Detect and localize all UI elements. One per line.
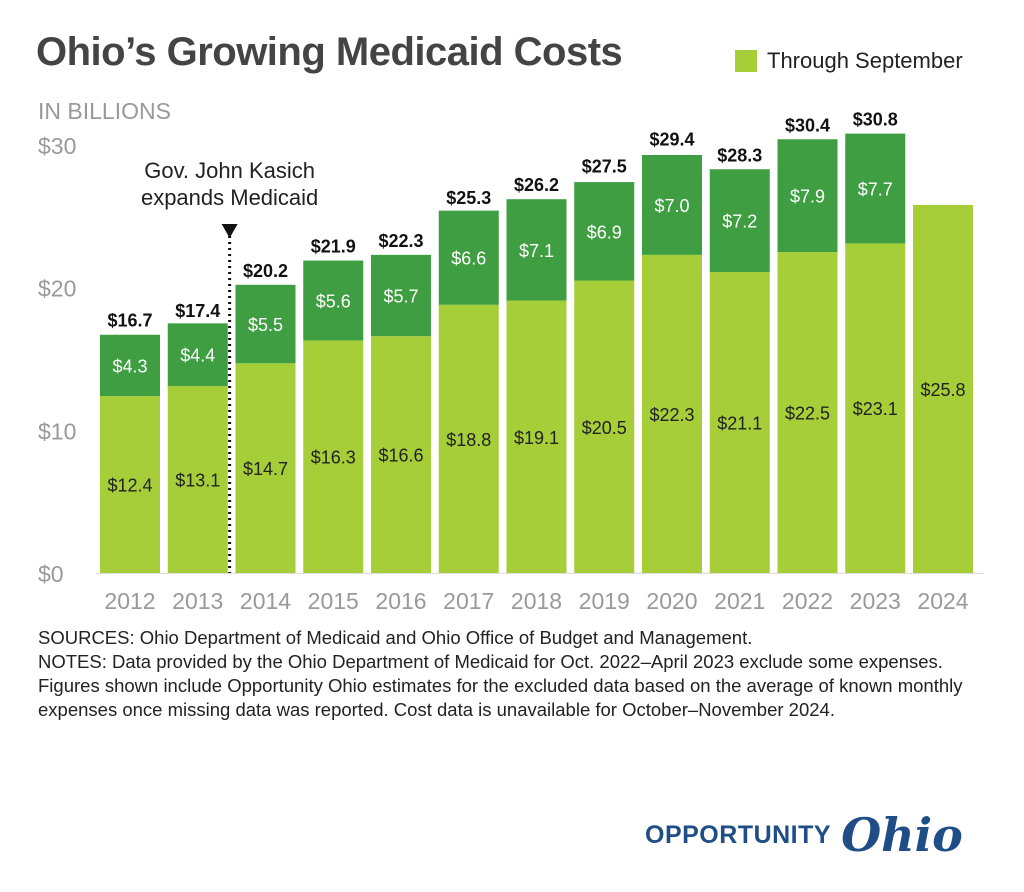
bar-label: $22.5: [785, 404, 830, 424]
bar-label: $7.2: [722, 212, 757, 232]
chart-title: Ohio’s Growing Medicaid Costs: [36, 30, 623, 74]
notes: SOURCES: Ohio Department of Medicaid and…: [38, 626, 998, 722]
bar-label: $19.1: [514, 428, 559, 448]
bar-through-september: [235, 363, 296, 573]
total-label: $30.4: [785, 115, 830, 135]
bar-label: $20.5: [582, 418, 627, 438]
logo-text-1: OPPORTUNITY: [645, 820, 832, 849]
bar-label: $4.4: [180, 346, 215, 366]
total-label: $17.4: [175, 301, 220, 321]
x-tick-label: 2020: [646, 588, 697, 614]
bar-label: $16.3: [311, 448, 356, 468]
bar-label: $13.1: [175, 471, 220, 491]
y-tick-label: $20: [38, 276, 76, 302]
bar-label: $7.1: [519, 241, 554, 261]
bar-label: $7.7: [858, 180, 893, 200]
bar-label: $16.6: [378, 446, 423, 466]
notes-text: NOTES: Data provided by the Ohio Departm…: [38, 651, 963, 720]
total-label: $30.8: [853, 110, 898, 130]
legend-label: Through September: [767, 48, 963, 73]
total-label: $21.9: [311, 237, 356, 257]
bar-label: $4.3: [112, 356, 147, 376]
legend: Through September: [735, 48, 963, 74]
bar-label: $23.1: [853, 399, 898, 419]
bar-remainder: [845, 133, 906, 244]
bar-through-september: [167, 386, 228, 573]
bar-label: $22.3: [649, 405, 694, 425]
x-tick-label: 2015: [308, 588, 359, 614]
x-tick-label: 2017: [443, 588, 494, 614]
x-tick-label: 2013: [172, 588, 223, 614]
annotation-text: expands Medicaid: [141, 185, 318, 210]
x-tick-label: 2024: [917, 588, 968, 614]
bar-label: $18.8: [446, 430, 491, 450]
bar-label: $6.6: [451, 249, 486, 269]
bar-remainder: [506, 199, 567, 301]
bar-label: $6.9: [587, 222, 622, 242]
bar-through-september: [506, 300, 567, 573]
total-label: $26.2: [514, 175, 559, 195]
bar-label: $5.5: [248, 315, 283, 335]
bar-label: $21.1: [717, 413, 762, 433]
x-tick-label: 2014: [240, 588, 291, 614]
bar-remainder: [777, 139, 838, 252]
x-tick-label: 2018: [511, 588, 562, 614]
bar-through-september: [438, 304, 499, 573]
total-label: $16.7: [107, 311, 152, 331]
bar-remainder: [371, 254, 431, 337]
bar-through-september: [709, 271, 770, 573]
y-tick-label: $30: [38, 133, 76, 159]
bar-remainder: [642, 154, 702, 255]
bar-label: $5.7: [383, 287, 418, 307]
total-label: $20.2: [243, 261, 288, 281]
bar-remainder: [100, 334, 160, 397]
bar-remainder: [709, 169, 770, 272]
bar-label: $7.9: [790, 187, 825, 207]
logo: OPPORTUNITY Ohio: [645, 808, 963, 862]
bar-remainder: [574, 182, 635, 281]
bar-label: $25.8: [920, 380, 965, 400]
bar-label: $5.6: [316, 292, 351, 312]
bar-label: $14.7: [243, 459, 288, 479]
x-tick-label: 2023: [850, 588, 901, 614]
bar-label: $12.4: [107, 476, 152, 496]
bar-label: $7.0: [654, 196, 689, 216]
y-tick-label: $10: [38, 418, 76, 444]
bar-remainder: [303, 260, 364, 341]
logo-text-2: Ohio: [841, 808, 963, 862]
bar-through-september: [574, 280, 635, 573]
y-tick-label: $0: [38, 561, 64, 587]
bar-through-september: [303, 340, 364, 573]
bar-through-september: [371, 336, 431, 573]
x-tick-label: 2016: [375, 588, 426, 614]
annotation-arrow-icon: [221, 224, 238, 238]
legend-swatch: [735, 50, 757, 72]
total-label: $27.5: [582, 157, 627, 177]
x-tick-label: 2012: [104, 588, 155, 614]
total-label: $29.4: [649, 130, 694, 150]
bar-through-september: [100, 396, 160, 573]
bar-remainder: [438, 210, 499, 305]
x-tick-label: 2022: [782, 588, 833, 614]
bar-through-september: [913, 204, 973, 574]
bar-through-september: [777, 252, 838, 573]
annotation-text: Gov. John Kasich: [144, 158, 315, 183]
sources-text: SOURCES: Ohio Department of Medicaid and…: [38, 627, 753, 648]
x-tick-label: 2019: [579, 588, 630, 614]
bar-through-september: [642, 254, 702, 573]
unit-label: IN BILLIONS: [38, 98, 171, 124]
bar-remainder: [167, 323, 228, 387]
bar-remainder: [235, 284, 296, 364]
x-tick-label: 2021: [714, 588, 765, 614]
total-label: $25.3: [446, 188, 491, 208]
total-label: $28.3: [717, 145, 762, 165]
total-label: $22.3: [378, 231, 423, 251]
bar-through-september: [845, 243, 906, 573]
